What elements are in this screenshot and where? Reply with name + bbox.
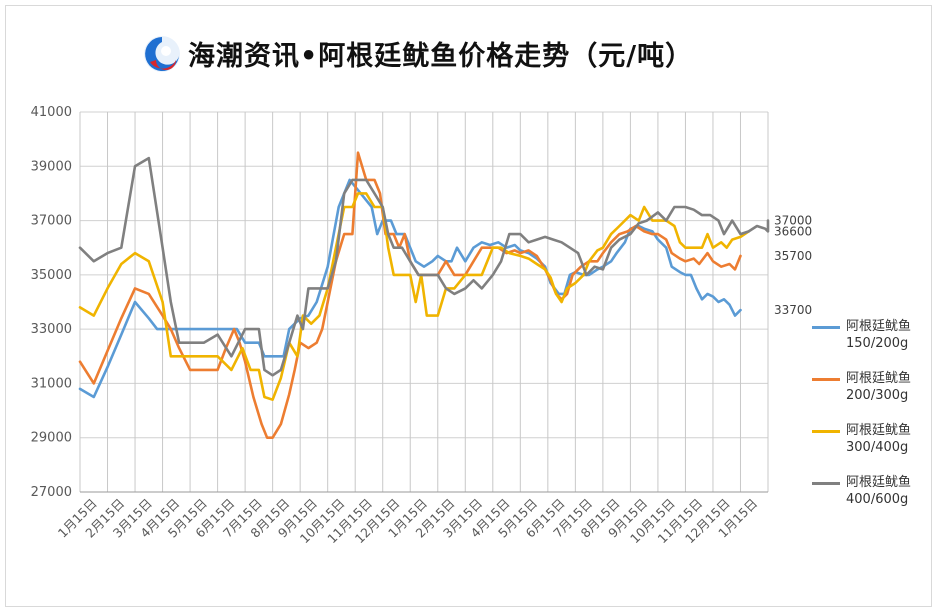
- legend-swatch: [812, 430, 840, 433]
- legend-label: 阿根廷鱿鱼 400/600g: [846, 475, 912, 507]
- y-tick-label: 29000: [31, 431, 72, 446]
- end-value-label: 35700: [774, 249, 812, 263]
- end-value-label: 37000: [774, 214, 812, 228]
- y-tick-label: 41000: [31, 105, 72, 120]
- page-title: 海潮资讯•阿根廷鱿鱼价格走势（元/吨）: [188, 41, 694, 72]
- legend-label: 阿根廷鱿鱼 200/300g: [846, 371, 912, 403]
- series-lines: [78, 151, 770, 439]
- legend-swatch: [812, 482, 840, 485]
- y-tick-label: 33000: [31, 322, 72, 337]
- y-tick-label: 27000: [31, 485, 72, 500]
- legend-item: 阿根廷鱿鱼 200/300g: [812, 370, 932, 410]
- legend-item: 阿根廷鱿鱼 400/600g: [812, 474, 932, 514]
- legend-label: 阿根廷鱿鱼 150/200g: [846, 319, 912, 351]
- series-line-0: [78, 178, 742, 399]
- legend-swatch: [812, 378, 840, 381]
- legend-swatch: [812, 326, 840, 329]
- series-line-3: [78, 156, 770, 377]
- end-value-label: 33700: [774, 303, 812, 317]
- y-tick-label: 31000: [31, 376, 72, 391]
- legend-item: 阿根廷鱿鱼 150/200g: [812, 318, 932, 358]
- legend-label: 阿根廷鱿鱼 300/400g: [846, 423, 912, 455]
- y-tick-label: 35000: [31, 268, 72, 283]
- series-line-2: [78, 192, 750, 401]
- chart-frame: [5, 5, 932, 607]
- swirl-logo-icon: [144, 36, 180, 72]
- y-tick-label: 37000: [31, 214, 72, 229]
- y-axis-ticks: 27000 29000 31000 33000 35000 37000 39000 41000: [31, 105, 72, 500]
- y-tick-label: 39000: [31, 159, 72, 174]
- legend-item: 阿根廷鱿鱼 300/400g: [812, 422, 932, 462]
- end-value-label: 36600: [774, 224, 812, 238]
- x-axis-ticks: 1月15日2月15日3月15日4月15日5月15日6月15日7月15日8月15日…: [55, 496, 761, 547]
